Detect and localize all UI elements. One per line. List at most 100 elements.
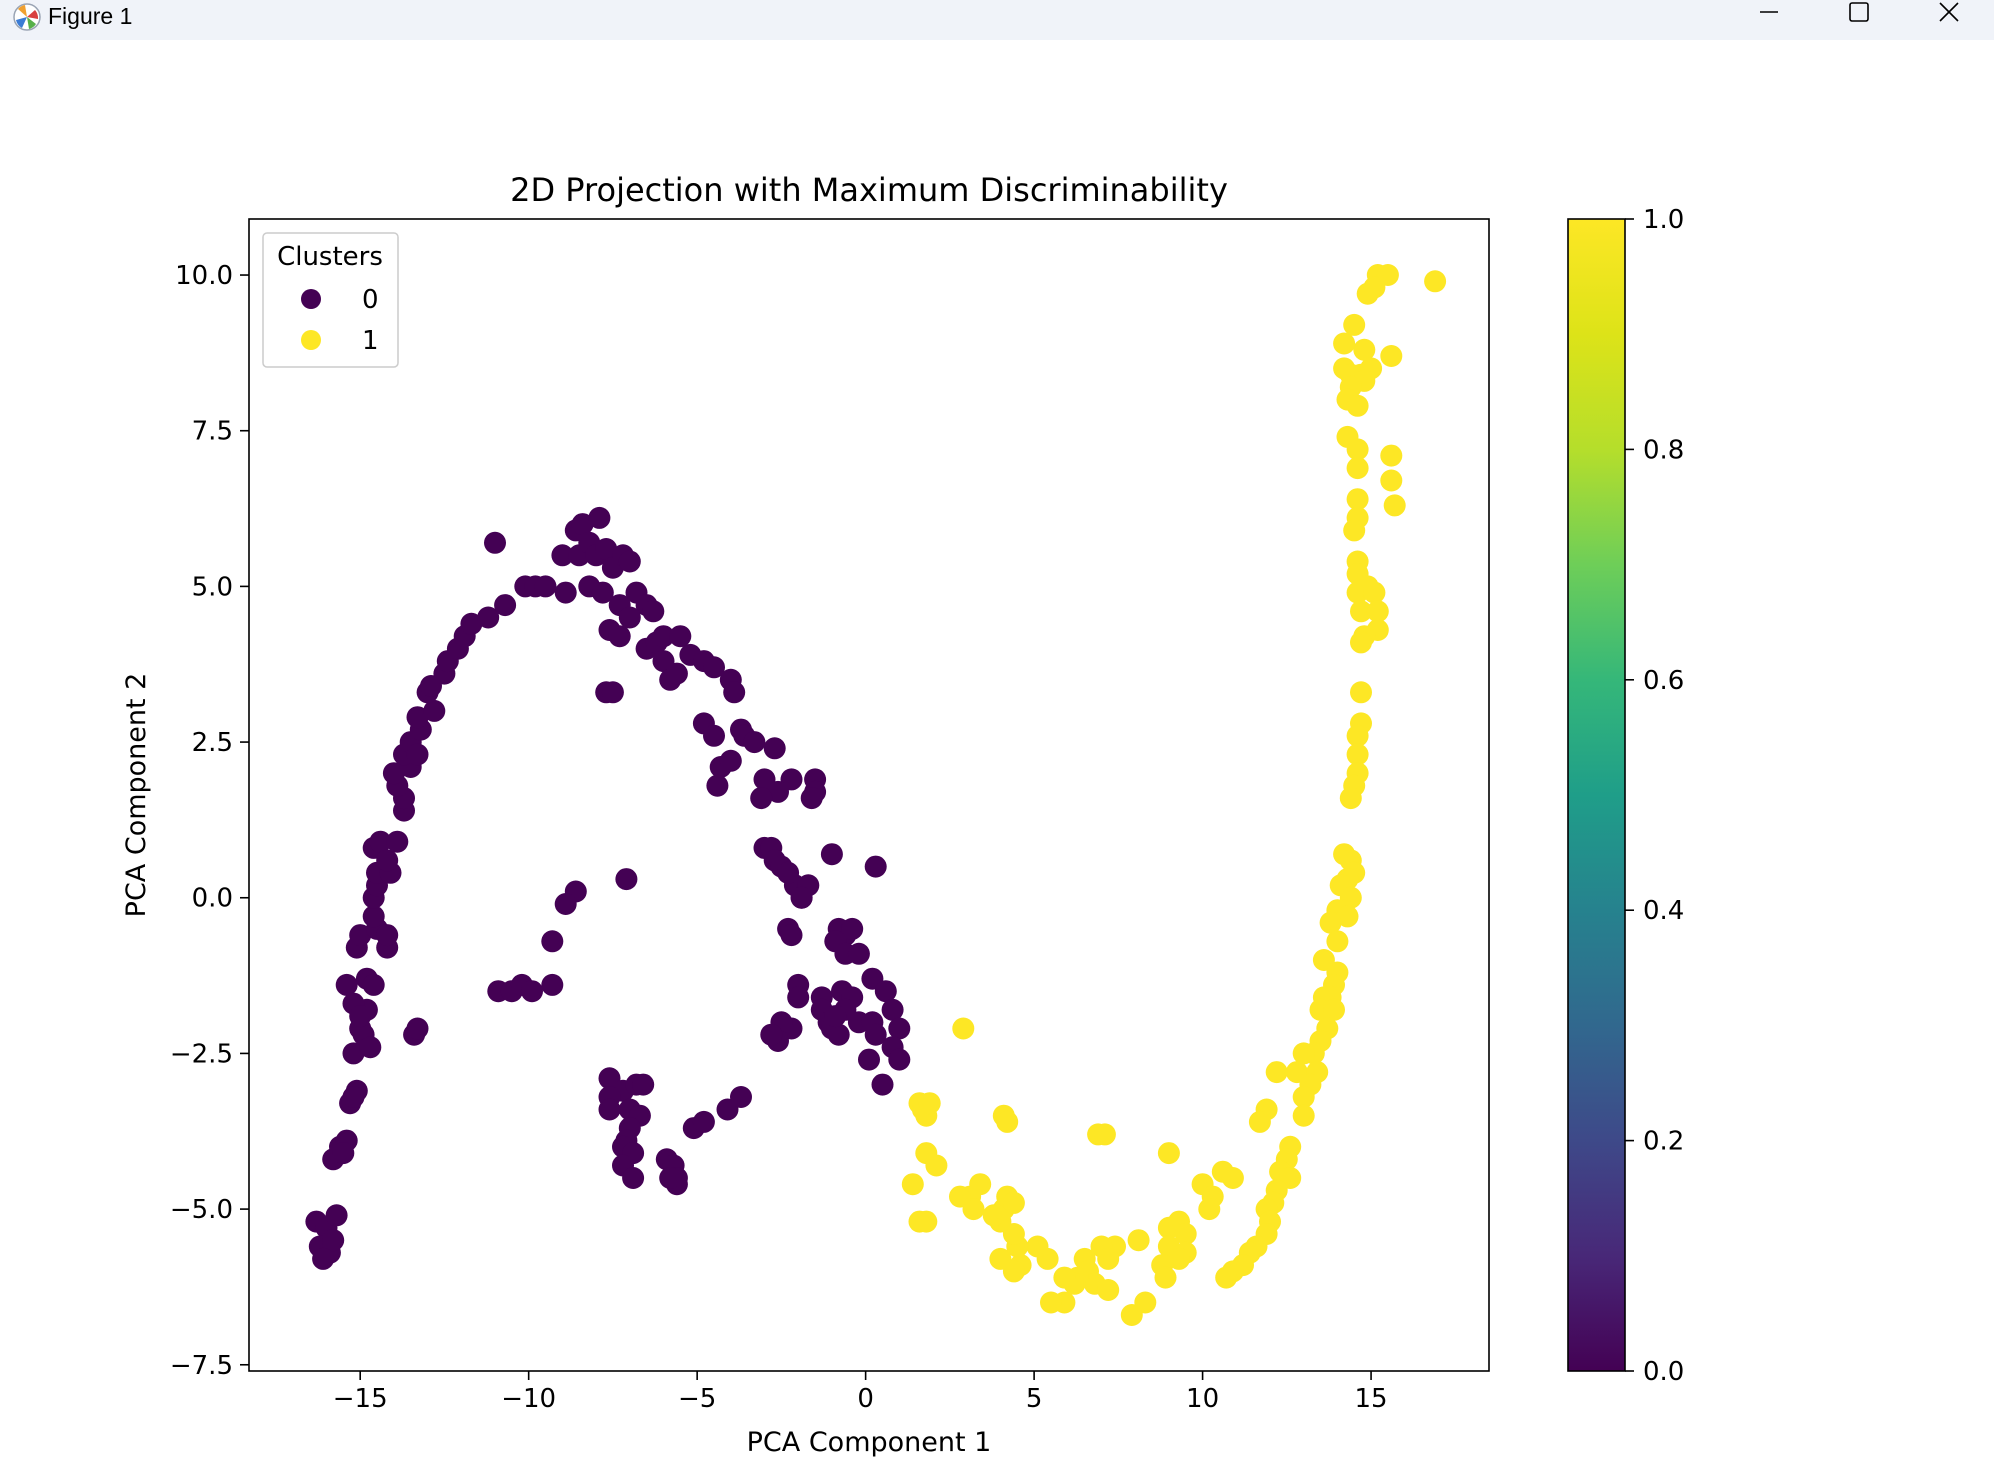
scatter-point-cluster-1 xyxy=(925,1154,948,1177)
chart-title: 2D Projection with Maximum Discriminabil… xyxy=(510,171,1228,209)
scatter-point-cluster-0 xyxy=(871,1073,894,1096)
colorbar-tick-label: 0.0 xyxy=(1643,1357,1684,1387)
scatter-point-cluster-0 xyxy=(723,681,746,704)
title-bar: Figure 1 xyxy=(0,0,1994,40)
scatter-point-cluster-0 xyxy=(622,1167,645,1189)
scatter-point-cluster-0 xyxy=(541,973,564,996)
legend-marker-1 xyxy=(301,330,321,350)
scatter-point-cluster-0 xyxy=(406,743,429,766)
scatter-point-cluster-0 xyxy=(369,830,392,853)
scatter-point-cluster-0 xyxy=(864,855,887,878)
scatter-point-cluster-1 xyxy=(1333,332,1356,355)
legend-box xyxy=(262,232,399,368)
colorbar-tick-label: 0.6 xyxy=(1643,666,1684,696)
figure-canvas: 2D Projection with Maximum Discriminabil… xyxy=(121,171,1684,1458)
scatter-point-cluster-0 xyxy=(541,930,564,953)
scatter-point-cluster-0 xyxy=(615,868,638,891)
scatter-point-cluster-1 xyxy=(1424,270,1447,293)
scatter-point-cluster-1 xyxy=(1350,600,1372,623)
scatter-point-cluster-0 xyxy=(342,1086,365,1108)
maximize-button[interactable] xyxy=(1824,0,1894,34)
scatter-point-cluster-0 xyxy=(743,731,766,754)
scatter-point-cluster-0 xyxy=(760,1023,783,1046)
scatter-point-cluster-1 xyxy=(1366,600,1389,623)
scatter-point-cluster-0 xyxy=(406,706,429,729)
scatter-point-cluster-0 xyxy=(534,575,557,598)
scatter-point-cluster-0 xyxy=(706,774,729,797)
scatter-point-cluster-0 xyxy=(642,600,665,623)
scatter-point-cluster-0 xyxy=(342,1042,365,1065)
colorbar-ticks: 0.0 0.2 0.4 0.6 0.8 1.0 xyxy=(1625,205,1684,1387)
scatter-point-cluster-1 xyxy=(1346,724,1369,747)
scatter-point-cluster-1 xyxy=(1002,1191,1025,1214)
maximize-icon xyxy=(1849,2,1869,22)
scatter-point-cluster-0 xyxy=(362,973,385,996)
close-icon xyxy=(1939,2,1959,22)
scatter-point-cluster-0 xyxy=(888,1048,911,1071)
scatter-point-cluster-0 xyxy=(477,606,500,629)
scatter-point-cluster-1 xyxy=(1053,1266,1076,1289)
scatter-point-cluster-1 xyxy=(1319,911,1342,934)
legend-marker-0 xyxy=(301,289,321,309)
scatter-point-cluster-1 xyxy=(1380,345,1403,367)
scatter-point-cluster-0 xyxy=(335,973,358,996)
minimize-icon xyxy=(1760,11,1778,13)
scatter-point-cluster-0 xyxy=(591,581,614,604)
scatter-point-cluster-1 xyxy=(1265,1061,1288,1084)
scatter-point-cluster-1 xyxy=(1174,1223,1197,1245)
scatter-point-cluster-0 xyxy=(874,980,897,1003)
scatter-point-cluster-0 xyxy=(551,544,574,567)
scatter-point-cluster-0 xyxy=(730,1086,752,1108)
y-tick-label: 0.0 xyxy=(192,884,233,914)
scatter-point-cluster-0 xyxy=(632,1073,655,1096)
scatter-point-cluster-0 xyxy=(659,1167,682,1189)
scatter-point-cluster-0 xyxy=(787,986,810,1009)
scatter-point-cluster-1 xyxy=(1168,1247,1190,1270)
scatter-point-cluster-1 xyxy=(915,1210,938,1233)
colorbar-tick-label: 0.4 xyxy=(1643,896,1684,926)
scatter-point-cluster-0 xyxy=(763,737,786,760)
scatter-point-cluster-0 xyxy=(406,1017,429,1040)
scatter-point-cluster-0 xyxy=(362,905,385,928)
y-axis-ticks: −7.5 −5.0 −2.5 0.0 2.5 5.0 7.5 10.0 xyxy=(170,261,249,1381)
scatter-point-cluster-0 xyxy=(595,538,618,560)
colorbar-tick-label: 1.0 xyxy=(1643,205,1684,235)
scatter-point-cluster-1 xyxy=(1346,394,1369,417)
scatter-point-cluster-0 xyxy=(864,1023,887,1046)
matplotlib-app-icon xyxy=(13,3,41,31)
scatter-point-cluster-0 xyxy=(652,625,675,648)
scatter-point-cluster-1 xyxy=(1292,1086,1315,1108)
colorbar-tick-label: 0.2 xyxy=(1643,1127,1684,1157)
scatter-point-cluster-1 xyxy=(1292,1042,1315,1065)
scatter-point-cluster-1 xyxy=(1353,338,1376,361)
scatter-point-cluster-1 xyxy=(1350,681,1372,704)
colorbar-tick-label: 0.8 xyxy=(1643,435,1684,465)
scatter-point-cluster-0 xyxy=(618,550,641,573)
scatter-point-cluster-1 xyxy=(1292,1104,1315,1127)
scatter-point-cluster-1 xyxy=(1343,313,1366,336)
scatter-point-cluster-0 xyxy=(750,787,773,810)
scatter-point-cluster-1 xyxy=(1346,438,1369,461)
scatter-point-cluster-0 xyxy=(800,787,823,810)
scatter-point-cluster-0 xyxy=(484,531,506,554)
y-tick-label: −5.0 xyxy=(170,1195,233,1225)
scatter-point-cluster-1 xyxy=(1343,519,1366,542)
scatter-point-cluster-0 xyxy=(554,893,577,915)
scatter-point-cluster-0 xyxy=(601,681,624,704)
close-button[interactable] xyxy=(1914,0,1984,34)
scatter-point-cluster-1 xyxy=(1157,1216,1180,1239)
scatter-point-cluster-1 xyxy=(996,1110,1019,1133)
scatter-point-cluster-1 xyxy=(918,1092,941,1115)
scatter-point-cluster-0 xyxy=(841,917,864,940)
scatter-point-cluster-1 xyxy=(1097,1247,1120,1270)
legend-label-1: 1 xyxy=(362,326,379,356)
scatter-point-cluster-1 xyxy=(1097,1279,1120,1301)
scatter-point-cluster-1 xyxy=(1383,494,1406,517)
scatter-point-cluster-0 xyxy=(669,625,692,648)
scatter-point-cluster-1 xyxy=(1326,930,1349,953)
scatter-point-cluster-1 xyxy=(1350,631,1372,654)
scatter-point-cluster-1 xyxy=(1248,1110,1271,1133)
scatter-point-cluster-0 xyxy=(571,513,594,536)
minimize-button[interactable] xyxy=(1734,0,1804,34)
scatter-point-cluster-1 xyxy=(1336,905,1359,928)
